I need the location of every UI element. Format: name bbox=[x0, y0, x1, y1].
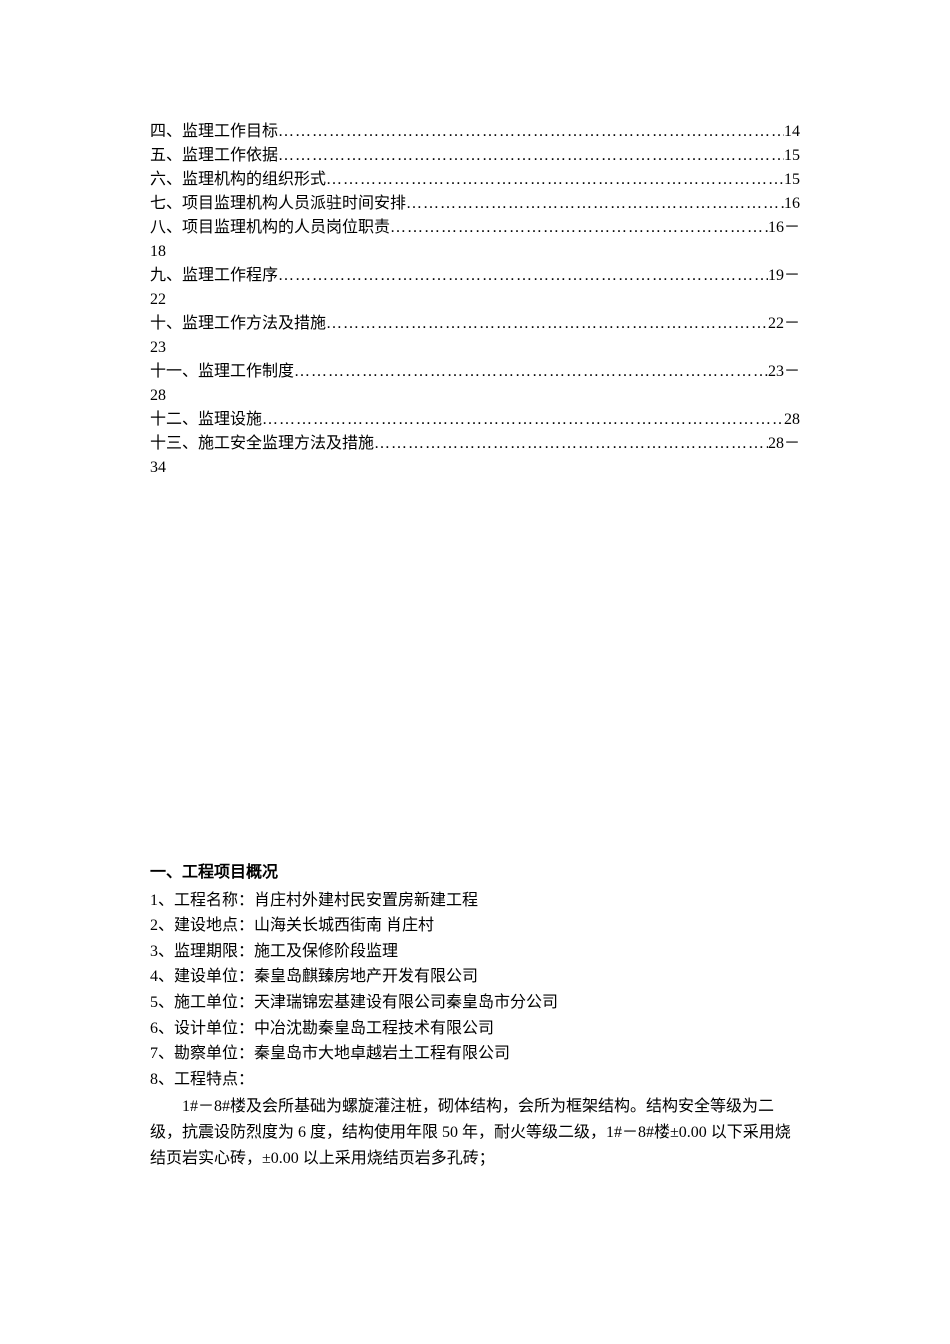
toc-entry: 六、监理机构的组织形式 …………………………………………………………………………… bbox=[150, 168, 800, 192]
toc-page: 15 bbox=[784, 168, 800, 192]
toc-entry: 八、项目监理机构的人员岗位职责 ………………………………………………………………… bbox=[150, 216, 800, 240]
toc-page: 19－ bbox=[768, 264, 800, 288]
toc-entry: 十一、监理工作制度 ………………………………………………………………………………… bbox=[150, 360, 800, 384]
toc-page: 23－ bbox=[768, 360, 800, 384]
toc-label: 七、项目监理机构人员派驻时间安排 bbox=[150, 192, 406, 216]
toc-label: 十二、监理设施 bbox=[150, 408, 262, 432]
toc-dots: ………………………………………………………………………………………… bbox=[326, 312, 768, 336]
toc-label: 六、监理机构的组织形式 bbox=[150, 168, 326, 192]
content-section: 一、工程项目概况 1、工程名称：肖庄村外建村民安置房新建工程 2、建设地点：山海… bbox=[150, 860, 800, 1171]
toc-continuation: 22 bbox=[150, 288, 800, 312]
toc-entry: 七、项目监理机构人员派驻时间安排 ……………………………………………………………… bbox=[150, 192, 800, 216]
toc-page: 16 bbox=[784, 192, 800, 216]
toc-page: 28 bbox=[784, 408, 800, 432]
info-line: 7、勘察单位：秦皇岛市大地卓越岩土工程有限公司 bbox=[150, 1041, 800, 1067]
body-paragraph: 1#－8#楼及会所基础为螺旋灌注桩，砌体结构，会所为框架结构。结构安全等级为二级… bbox=[150, 1094, 800, 1171]
toc-dots: ………………………………………………………………………………………… bbox=[390, 216, 768, 240]
info-line: 4、建设单位：秦皇岛麒臻房地产开发有限公司 bbox=[150, 964, 800, 990]
toc-entry: 十三、施工安全监理方法及措施 …………………………………………………………………… bbox=[150, 432, 800, 456]
toc-dots: ………………………………………………………………………………………… bbox=[278, 144, 784, 168]
toc-label: 十、监理工作方法及措施 bbox=[150, 312, 326, 336]
info-line: 3、监理期限：施工及保修阶段监理 bbox=[150, 939, 800, 965]
toc-label: 八、项目监理机构的人员岗位职责 bbox=[150, 216, 390, 240]
toc-dots: ………………………………………………………………………………………… bbox=[406, 192, 784, 216]
toc-continuation: 28 bbox=[150, 384, 800, 408]
info-line: 8、工程特点： bbox=[150, 1067, 800, 1093]
toc-continuation: 18 bbox=[150, 240, 800, 264]
toc-dots: ………………………………………………………………………………………… bbox=[262, 408, 784, 432]
toc-entry: 四、监理工作目标 …………………………………………………………………………………… bbox=[150, 120, 800, 144]
toc-entry: 十、监理工作方法及措施 …………………………………………………………………………… bbox=[150, 312, 800, 336]
section-heading: 一、工程项目概况 bbox=[150, 860, 800, 886]
toc-page: 14 bbox=[784, 120, 800, 144]
toc-label: 五、监理工作依据 bbox=[150, 144, 278, 168]
toc-label: 十一、监理工作制度 bbox=[150, 360, 294, 384]
toc-entry: 五、监理工作依据 …………………………………………………………………………………… bbox=[150, 144, 800, 168]
toc-page: 15 bbox=[784, 144, 800, 168]
info-line: 2、建设地点：山海关长城西街南 肖庄村 bbox=[150, 913, 800, 939]
toc-dots: ………………………………………………………………………………………… bbox=[294, 360, 768, 384]
info-line: 1、工程名称：肖庄村外建村民安置房新建工程 bbox=[150, 888, 800, 914]
toc-label: 九、监理工作程序 bbox=[150, 264, 278, 288]
toc-label: 十三、施工安全监理方法及措施 bbox=[150, 432, 374, 456]
toc-page: 28－ bbox=[768, 432, 800, 456]
toc-dots: ………………………………………………………………………………………… bbox=[278, 120, 784, 144]
table-of-contents: 四、监理工作目标 …………………………………………………………………………………… bbox=[150, 120, 800, 480]
toc-page: 22－ bbox=[768, 312, 800, 336]
toc-entry: 九、监理工作程序 …………………………………………………………………………………… bbox=[150, 264, 800, 288]
toc-page: 16－ bbox=[768, 216, 800, 240]
toc-dots: ………………………………………………………………………………………… bbox=[374, 432, 768, 456]
toc-label: 四、监理工作目标 bbox=[150, 120, 278, 144]
toc-dots: ………………………………………………………………………………………… bbox=[278, 264, 768, 288]
toc-continuation: 34 bbox=[150, 456, 800, 480]
toc-entry: 十二、监理设施 ……………………………………………………………………………………… bbox=[150, 408, 800, 432]
info-line: 6、设计单位：中冶沈勘秦皇岛工程技术有限公司 bbox=[150, 1016, 800, 1042]
toc-dots: ………………………………………………………………………………………… bbox=[326, 168, 784, 192]
info-line: 5、施工单位：天津瑞锦宏基建设有限公司秦皇岛市分公司 bbox=[150, 990, 800, 1016]
toc-continuation: 23 bbox=[150, 336, 800, 360]
